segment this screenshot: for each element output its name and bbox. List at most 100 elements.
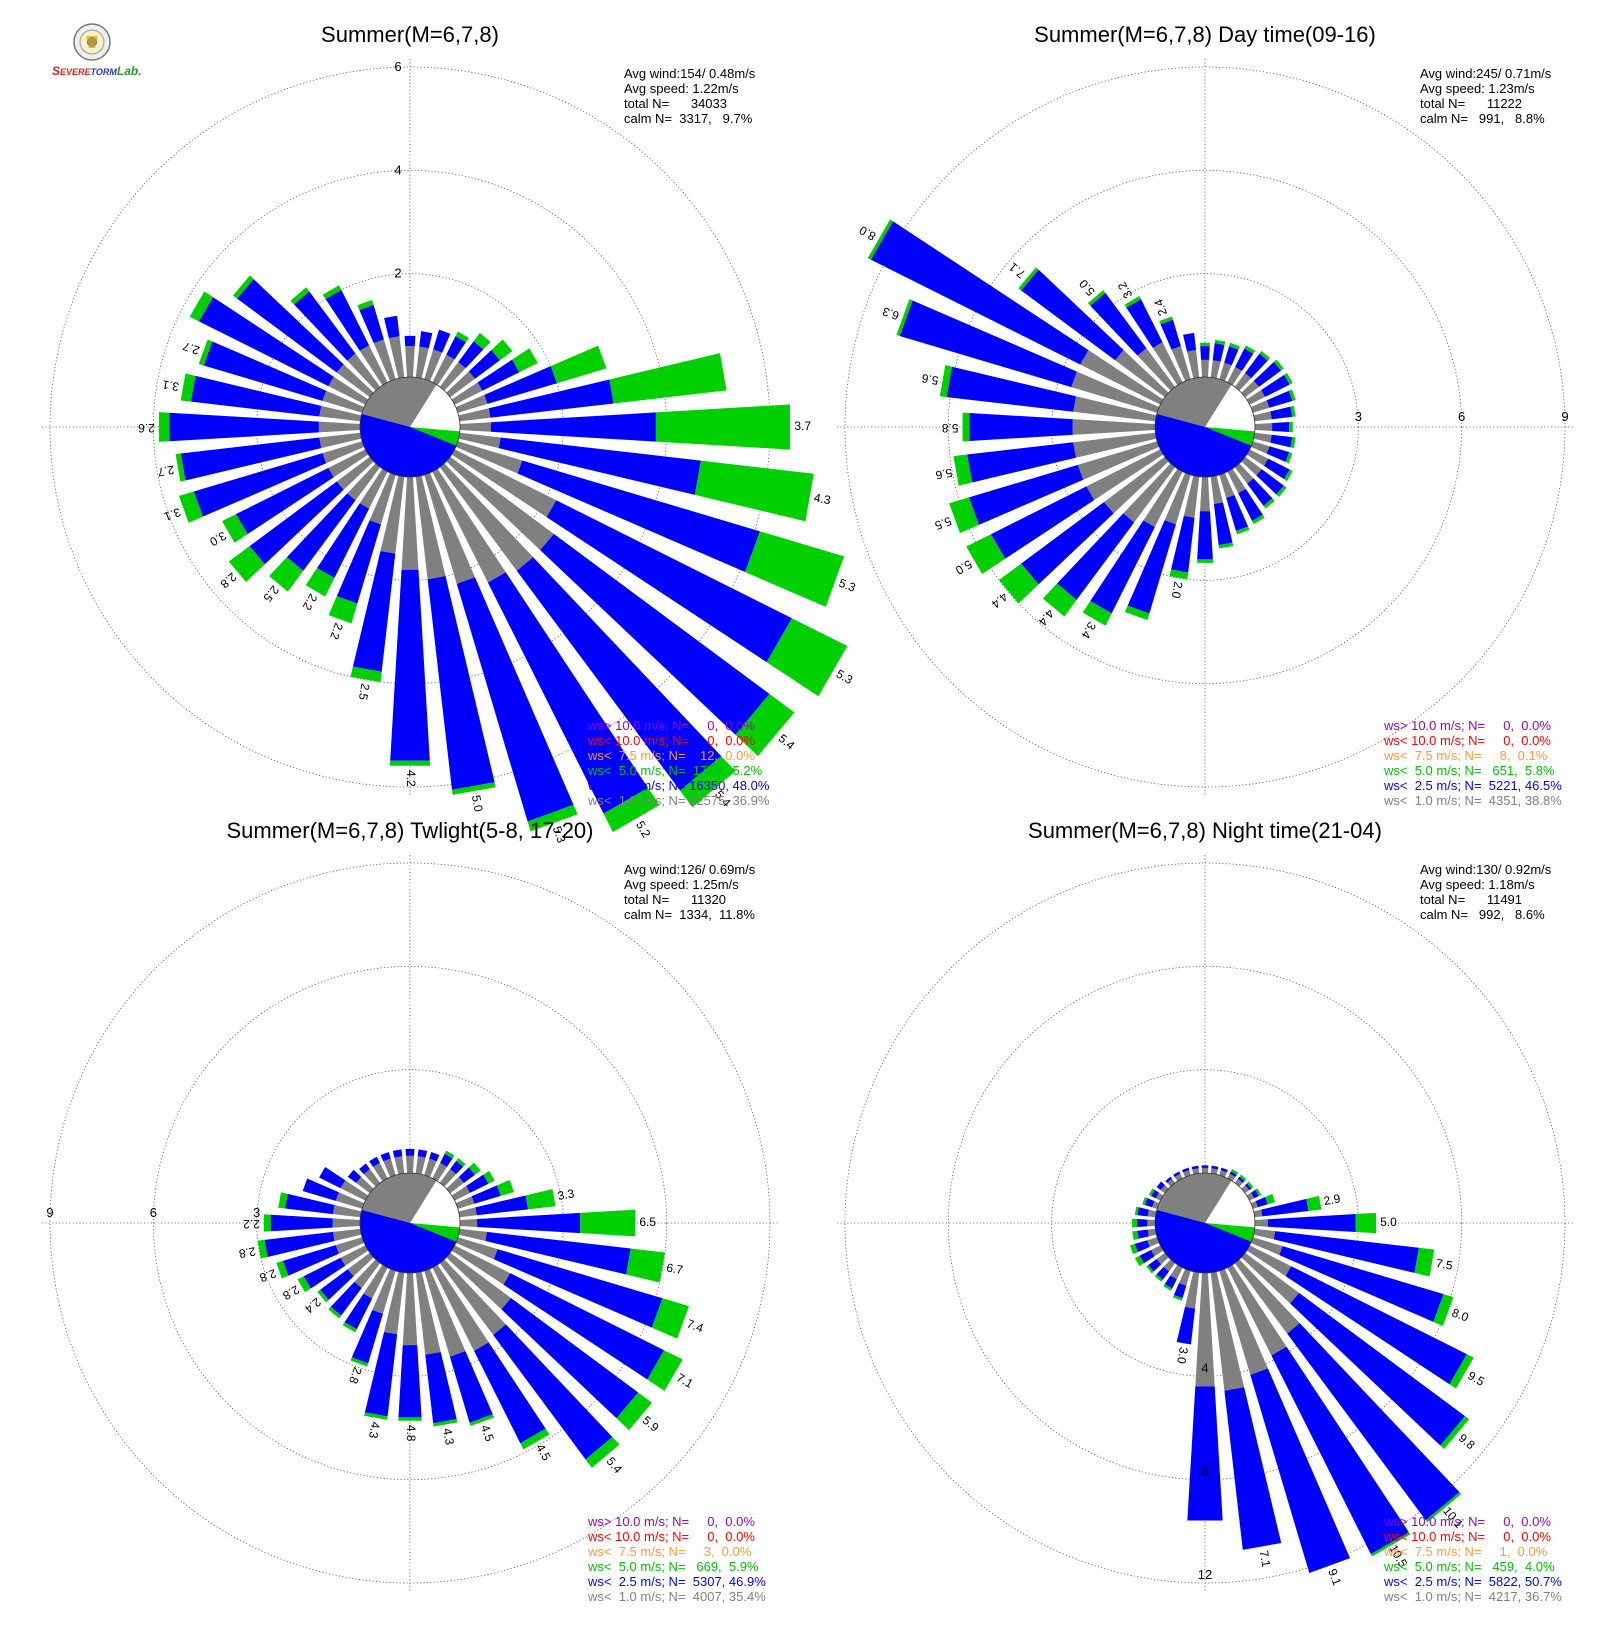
- bar-label-dir280: 5.6: [920, 371, 939, 388]
- bar-dir30-band1: [1235, 348, 1254, 371]
- bar-dir40-band1: [1245, 353, 1268, 379]
- bar-dir180-band0: [401, 476, 419, 570]
- tick-label-9: 9: [1561, 409, 1568, 424]
- legend-entry-1: ws> 10.0 m/s; N= 0, 0.0%: [1383, 718, 1551, 733]
- chart-title: Summer(M=6,7,8) Day time(09-16): [1034, 22, 1376, 47]
- bar-dir170-band1: [1213, 502, 1233, 546]
- bar-label-dir110: 5.3: [837, 576, 858, 595]
- calm-circle-outline: [359, 1172, 461, 1274]
- legend-entry-4: ws< 5.0 m/s; N= 459, 4.0%: [1383, 1559, 1555, 1574]
- bar-dir100-band1: [1273, 1231, 1419, 1273]
- bar-dir200-band2: [1124, 605, 1150, 621]
- bar-dir10-band0: [1210, 360, 1221, 379]
- bar-dir40-band0: [1234, 1178, 1243, 1187]
- bar-dir0-band1: [1201, 1165, 1209, 1168]
- bar-dir40-band2: [1239, 1174, 1247, 1182]
- bar-dir240-band1: [235, 467, 334, 535]
- legend-entry-5: ws< 2.5 m/s; N= 5822, 50.7%: [1383, 1574, 1562, 1589]
- bar-dir70-band1: [484, 366, 557, 404]
- bar-dir340-band0: [383, 1158, 396, 1178]
- bar-dir330-band1: [369, 1156, 380, 1167]
- bar-dir270-band0: [1147, 1219, 1156, 1227]
- bar-dir290-band0: [1071, 371, 1160, 413]
- legend-entry-3: ws< 7.5 m/s; N= 1, 0.0%: [1383, 1544, 1548, 1559]
- bar-dir180-band1: [390, 569, 430, 761]
- bar-dir330-band0: [1152, 342, 1183, 386]
- bar-dir250-band2: [178, 491, 203, 523]
- bar-label-dir230: 4.4: [989, 590, 1011, 612]
- logo: SEVERETORMLab.: [52, 22, 142, 82]
- bar-label-dir160: 5.3: [550, 824, 569, 845]
- bar-dir300-band2: [189, 291, 213, 322]
- bar-label-dir260: 2.8: [238, 1244, 257, 1261]
- legend-entry-4: ws< 5.0 m/s; N= 669, 5.9%: [587, 1559, 759, 1574]
- legend-entry-3: ws< 7.5 m/s; N= 3, 0.0%: [587, 1544, 752, 1559]
- bar-dir70-band0: [1250, 400, 1270, 413]
- bar-dir250-band0: [335, 1237, 365, 1254]
- bar-dir260-band1: [1137, 1229, 1149, 1239]
- bar-dir270-band1: [169, 412, 319, 442]
- bar-dir50-band0: [1241, 380, 1259, 398]
- bar-dir320-band0: [347, 353, 381, 391]
- bar-dir330-band0: [372, 1162, 388, 1182]
- bar-dir110-band1: [1266, 446, 1290, 462]
- bar-dir340-band2: [1159, 316, 1174, 325]
- bar-dir60-band2: [1255, 1188, 1262, 1196]
- bar-dir80-band2: [1306, 1195, 1322, 1212]
- bar-dir280-band1: [285, 1193, 335, 1215]
- tick-label-4: 4: [394, 162, 401, 177]
- bar-dir320-band0: [1137, 348, 1176, 391]
- bar-dir20-band1: [429, 1151, 440, 1162]
- bar-dir270-band1: [1137, 1218, 1148, 1228]
- bar-dir260-band0: [1073, 432, 1157, 458]
- bar-dir140-band1: [516, 557, 722, 791]
- stats-line-2: Avg speed: 1.22m/s: [624, 81, 739, 96]
- bar-dir220-band0: [1123, 463, 1176, 523]
- legend-entry-6: ws< 1.0 m/s; N= 4007, 35.4%: [587, 1589, 766, 1604]
- bar-dir300-band0: [1080, 350, 1164, 405]
- bar-dir270-band2: [962, 412, 970, 442]
- bar-dir240-band0: [1086, 449, 1164, 501]
- legend-entry-5: ws< 2.5 m/s; N= 5307, 46.9%: [587, 1574, 766, 1589]
- bar-dir280-band1: [190, 375, 322, 417]
- bar-dir200-band2: [350, 1357, 369, 1367]
- bar-dir270-band0: [332, 1218, 361, 1228]
- bar-dir100-band2: [626, 1248, 665, 1283]
- bar-dir40-band0: [1234, 373, 1252, 391]
- bar-label-dir90: 5.0: [1380, 1215, 1397, 1229]
- bar-dir50-band2: [468, 1162, 481, 1175]
- bar-label-dir280: 3.1: [161, 377, 180, 394]
- bar-dir50-band0: [446, 1176, 464, 1194]
- tick-label-3: 3: [253, 1205, 260, 1220]
- bar-dir330-band1: [1173, 1171, 1181, 1177]
- calm-sector-white: [410, 384, 460, 436]
- bar-dir160-band2: [1236, 526, 1250, 535]
- legend-entry-6: ws< 1.0 m/s; N= 4351, 38.8%: [1383, 793, 1562, 808]
- bar-dir10-band2: [1214, 339, 1226, 345]
- bar-dir130-band0: [1241, 456, 1262, 476]
- bar-dir200-band1: [336, 520, 381, 604]
- bar-dir60-band1: [477, 359, 520, 391]
- bar-label-dir160: 4.5: [478, 1423, 497, 1444]
- bar-dir10-band1: [1212, 343, 1225, 362]
- bar-dir90-band0: [1254, 1219, 1268, 1227]
- bar-dir110-band1: [517, 460, 760, 573]
- legend-entry-3: ws< 7.5 m/s; N= 12, 0.0%: [587, 748, 755, 763]
- bar-dir150-band0: [1227, 468, 1246, 494]
- bar-dir150-band1: [474, 1342, 546, 1444]
- bar-label-dir100: 6.7: [665, 1260, 684, 1277]
- bar-dir300-band0: [328, 376, 369, 405]
- bar-dir110-band1: [1279, 1246, 1444, 1322]
- bar-label-dir230: 2.8: [217, 570, 239, 592]
- bar-dir120-band2: [766, 618, 848, 697]
- bar-dir180-band1: [1197, 511, 1213, 560]
- bar-dir130-band0: [1241, 1252, 1300, 1304]
- logo-torm: TORM: [90, 67, 117, 77]
- bar-dir60-band2: [512, 348, 538, 373]
- bar-dir70-band2: [496, 1179, 515, 1196]
- bar-label-dir260: 5.6: [934, 466, 953, 483]
- bar-dir230-band1: [1148, 1258, 1162, 1272]
- bar-dir130-band1: [501, 1297, 639, 1419]
- stats-line-1: Avg wind:245/ 0.71m/s: [1420, 66, 1552, 81]
- bar-dir50-band2: [491, 339, 513, 361]
